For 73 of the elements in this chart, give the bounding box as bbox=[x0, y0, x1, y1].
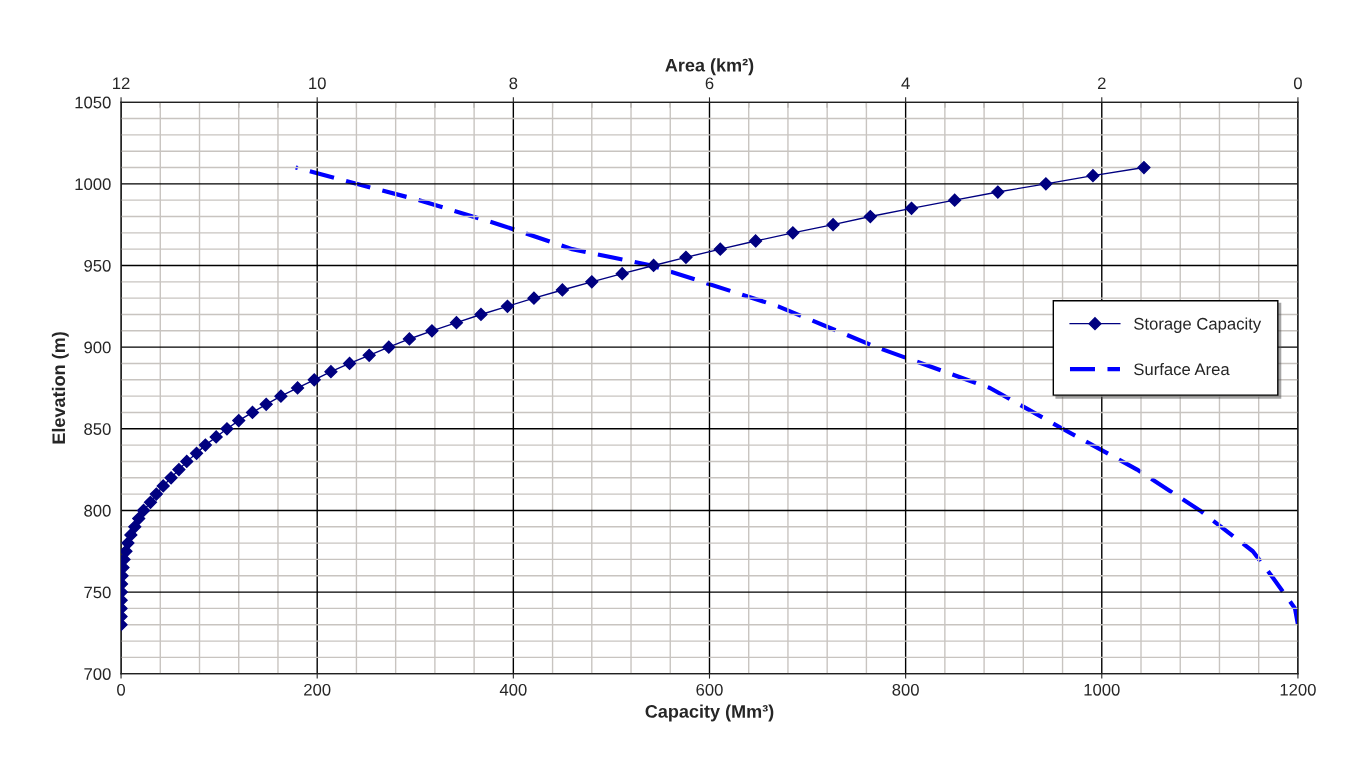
point bbox=[786, 226, 800, 240]
point bbox=[232, 414, 246, 428]
point bbox=[991, 185, 1005, 199]
x-tick-label: 600 bbox=[696, 683, 723, 696]
point bbox=[449, 316, 464, 330]
point bbox=[220, 422, 234, 436]
point bbox=[527, 291, 541, 305]
y-tick-label: 900 bbox=[84, 341, 111, 354]
x-tick-label: 0 bbox=[117, 683, 126, 696]
point bbox=[948, 193, 962, 207]
point bbox=[324, 365, 338, 379]
point bbox=[156, 479, 170, 493]
point bbox=[615, 267, 629, 281]
legend-label: Surface Area bbox=[1134, 362, 1230, 376]
point bbox=[474, 307, 488, 322]
point bbox=[500, 299, 515, 313]
point bbox=[402, 332, 416, 346]
point bbox=[585, 275, 599, 289]
point bbox=[245, 405, 260, 420]
point bbox=[198, 438, 212, 452]
x-tick-label: 400 bbox=[499, 683, 527, 696]
point bbox=[1039, 177, 1053, 191]
y-tick-label: 700 bbox=[84, 668, 111, 680]
point bbox=[713, 242, 727, 256]
point bbox=[863, 209, 877, 224]
point bbox=[132, 512, 146, 526]
point bbox=[679, 250, 693, 264]
point bbox=[382, 340, 396, 354]
point bbox=[172, 463, 186, 477]
x2-tick-label: 10 bbox=[309, 77, 326, 90]
point bbox=[124, 528, 138, 542]
point bbox=[274, 389, 288, 403]
x2-tick-label: 4 bbox=[901, 77, 910, 90]
x2-axis-title: Area (km²) bbox=[665, 58, 754, 76]
point bbox=[164, 471, 178, 485]
x2-tick-label: 0 bbox=[1293, 77, 1302, 90]
point bbox=[555, 283, 569, 297]
point bbox=[904, 201, 919, 215]
point bbox=[342, 356, 357, 371]
y-tick-label: 850 bbox=[84, 423, 111, 435]
y-tick-label: 800 bbox=[84, 504, 111, 517]
point bbox=[1137, 160, 1151, 175]
x-tick-label: 1200 bbox=[1280, 683, 1316, 696]
point bbox=[290, 381, 305, 395]
point bbox=[748, 234, 763, 248]
point bbox=[826, 218, 840, 232]
x-axis-title: Capacity (Mm³) bbox=[645, 704, 774, 722]
x-tick-label: 200 bbox=[304, 683, 331, 696]
x2-tick-label: 8 bbox=[509, 77, 518, 90]
y-tick-label: 1050 bbox=[75, 96, 111, 109]
point bbox=[180, 454, 194, 469]
point bbox=[209, 430, 223, 444]
point bbox=[143, 495, 158, 509]
point bbox=[362, 348, 376, 362]
point bbox=[189, 446, 204, 460]
x-tick-label: 1000 bbox=[1084, 683, 1120, 696]
y-axis-title: Elevation (m) bbox=[51, 332, 69, 444]
point bbox=[259, 397, 273, 411]
y-tick-label: 950 bbox=[84, 259, 111, 272]
y-tick-label: 750 bbox=[84, 586, 111, 599]
point bbox=[646, 258, 661, 273]
x2-tick-label: 2 bbox=[1097, 77, 1106, 90]
point bbox=[137, 503, 151, 518]
x2-tick-label: 12 bbox=[113, 77, 130, 90]
point bbox=[1086, 169, 1100, 183]
x-tick-label: 800 bbox=[892, 683, 919, 696]
point bbox=[307, 373, 321, 387]
point bbox=[149, 487, 163, 501]
point bbox=[128, 520, 142, 534]
x2-tick-label: 6 bbox=[705, 77, 714, 90]
y-tick-label: 1000 bbox=[75, 178, 111, 191]
point bbox=[425, 324, 439, 338]
legend-label: Storage Capacity bbox=[1134, 317, 1262, 333]
